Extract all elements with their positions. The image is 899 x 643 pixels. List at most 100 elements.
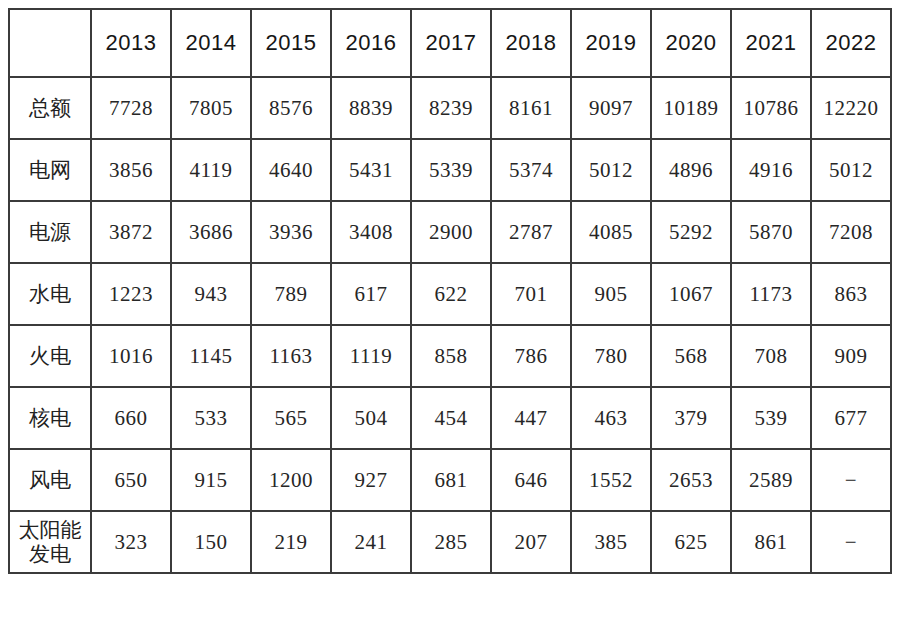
- value-cell-6-5: 646: [491, 449, 571, 511]
- value-cell-5-1: 533: [171, 387, 251, 449]
- value-cell-0-9: 12220: [811, 77, 891, 139]
- value-cell-0-7: 10189: [651, 77, 731, 139]
- table-row-3: 水电122394378961762270190510671173863: [9, 263, 891, 325]
- value-cell-4-9: 909: [811, 325, 891, 387]
- row-label-3: 水电: [9, 263, 91, 325]
- value-cell-1-7: 4896: [651, 139, 731, 201]
- value-cell-0-4: 8239: [411, 77, 491, 139]
- value-cell-1-3: 5431: [331, 139, 411, 201]
- year-header-8: 2021: [731, 9, 811, 77]
- value-cell-5-8: 539: [731, 387, 811, 449]
- value-cell-2-5: 2787: [491, 201, 571, 263]
- value-cell-1-1: 4119: [171, 139, 251, 201]
- row-label-4: 火电: [9, 325, 91, 387]
- value-cell-5-0: 660: [91, 387, 171, 449]
- table-row-2: 电源38723686393634082900278740855292587072…: [9, 201, 891, 263]
- value-cell-7-2: 219: [251, 511, 331, 573]
- value-cell-6-6: 1552: [571, 449, 651, 511]
- value-cell-7-4: 285: [411, 511, 491, 573]
- table-row-4: 火电1016114511631119858786780568708909: [9, 325, 891, 387]
- value-cell-7-8: 861: [731, 511, 811, 573]
- value-cell-6-4: 681: [411, 449, 491, 511]
- value-cell-7-7: 625: [651, 511, 731, 573]
- value-cell-6-0: 650: [91, 449, 171, 511]
- table-row-7: 太阳能发电323150219241285207385625861−: [9, 511, 891, 573]
- value-cell-5-7: 379: [651, 387, 731, 449]
- table-row-6: 风电6509151200927681646155226532589−: [9, 449, 891, 511]
- value-cell-6-7: 2653: [651, 449, 731, 511]
- year-header-5: 2018: [491, 9, 571, 77]
- value-cell-6-8: 2589: [731, 449, 811, 511]
- value-cell-2-2: 3936: [251, 201, 331, 263]
- value-cell-3-2: 789: [251, 263, 331, 325]
- value-cell-2-4: 2900: [411, 201, 491, 263]
- value-cell-4-5: 786: [491, 325, 571, 387]
- row-label-5: 核电: [9, 387, 91, 449]
- header-row: 2013201420152016201720182019202020212022: [9, 9, 891, 77]
- value-cell-6-2: 1200: [251, 449, 331, 511]
- value-cell-1-8: 4916: [731, 139, 811, 201]
- value-cell-0-8: 10786: [731, 77, 811, 139]
- value-cell-7-5: 207: [491, 511, 571, 573]
- value-cell-1-4: 5339: [411, 139, 491, 201]
- value-cell-0-3: 8839: [331, 77, 411, 139]
- row-label-1: 电网: [9, 139, 91, 201]
- value-cell-3-1: 943: [171, 263, 251, 325]
- value-cell-7-3: 241: [331, 511, 411, 573]
- value-cell-0-2: 8576: [251, 77, 331, 139]
- value-cell-4-0: 1016: [91, 325, 171, 387]
- value-cell-2-0: 3872: [91, 201, 171, 263]
- value-cell-3-0: 1223: [91, 263, 171, 325]
- value-cell-0-6: 9097: [571, 77, 651, 139]
- table-row-5: 核电660533565504454447463379539677: [9, 387, 891, 449]
- value-cell-0-5: 8161: [491, 77, 571, 139]
- year-header-2: 2015: [251, 9, 331, 77]
- value-cell-4-7: 568: [651, 325, 731, 387]
- value-cell-2-8: 5870: [731, 201, 811, 263]
- table-body: 总额77287805857688398239816190971018910786…: [9, 77, 891, 573]
- value-cell-3-7: 1067: [651, 263, 731, 325]
- value-cell-5-4: 454: [411, 387, 491, 449]
- value-cell-0-0: 7728: [91, 77, 171, 139]
- year-header-3: 2016: [331, 9, 411, 77]
- year-header-7: 2020: [651, 9, 731, 77]
- table-header: 2013201420152016201720182019202020212022: [9, 9, 891, 77]
- value-cell-4-2: 1163: [251, 325, 331, 387]
- value-cell-5-2: 565: [251, 387, 331, 449]
- year-header-4: 2017: [411, 9, 491, 77]
- value-cell-6-3: 927: [331, 449, 411, 511]
- value-cell-0-1: 7805: [171, 77, 251, 139]
- value-cell-3-6: 905: [571, 263, 651, 325]
- value-cell-1-5: 5374: [491, 139, 571, 201]
- value-cell-3-9: 863: [811, 263, 891, 325]
- row-label-7: 太阳能发电: [9, 511, 91, 573]
- year-header-6: 2019: [571, 9, 651, 77]
- value-cell-2-3: 3408: [331, 201, 411, 263]
- value-cell-6-1: 915: [171, 449, 251, 511]
- value-cell-4-1: 1145: [171, 325, 251, 387]
- value-cell-7-6: 385: [571, 511, 651, 573]
- value-cell-3-4: 622: [411, 263, 491, 325]
- table-row-1: 电网38564119464054315339537450124896491650…: [9, 139, 891, 201]
- value-cell-5-3: 504: [331, 387, 411, 449]
- value-cell-7-0: 323: [91, 511, 171, 573]
- corner-cell: [9, 9, 91, 77]
- value-cell-7-1: 150: [171, 511, 251, 573]
- yearly-values-table: 2013201420152016201720182019202020212022…: [8, 8, 892, 574]
- year-header-1: 2014: [171, 9, 251, 77]
- value-cell-3-3: 617: [331, 263, 411, 325]
- value-cell-1-2: 4640: [251, 139, 331, 201]
- year-header-0: 2013: [91, 9, 171, 77]
- row-label-0: 总额: [9, 77, 91, 139]
- value-cell-2-7: 5292: [651, 201, 731, 263]
- value-cell-1-9: 5012: [811, 139, 891, 201]
- year-header-9: 2022: [811, 9, 891, 77]
- value-cell-3-5: 701: [491, 263, 571, 325]
- value-cell-4-8: 708: [731, 325, 811, 387]
- value-cell-2-1: 3686: [171, 201, 251, 263]
- value-cell-6-9: −: [811, 449, 891, 511]
- value-cell-2-6: 4085: [571, 201, 651, 263]
- value-cell-5-9: 677: [811, 387, 891, 449]
- value-cell-4-4: 858: [411, 325, 491, 387]
- value-cell-5-5: 447: [491, 387, 571, 449]
